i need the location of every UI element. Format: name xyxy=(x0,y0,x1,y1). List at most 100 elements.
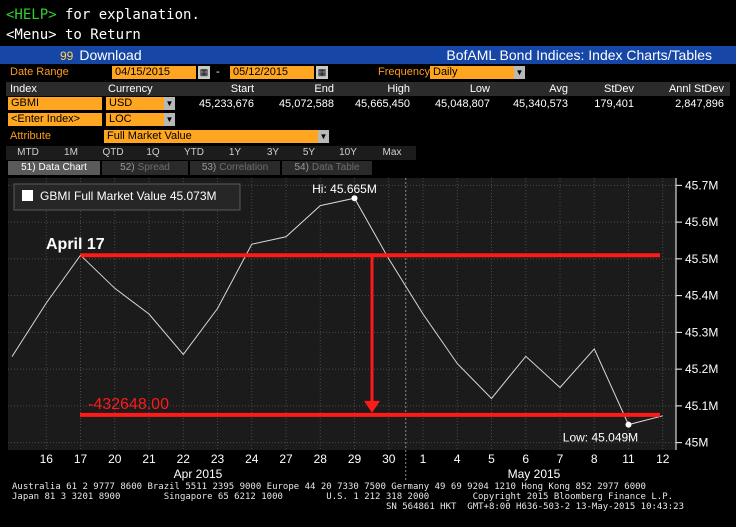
header-stdev: StDev xyxy=(604,83,634,95)
x-tick-label: 28 xyxy=(314,452,328,466)
x-tick-label: 4 xyxy=(454,452,461,466)
y-tick-label: 45.2M xyxy=(685,362,718,376)
header-annl-stdev: Annl StDev xyxy=(668,83,724,95)
frequency-dropdown-icon[interactable]: ▼ xyxy=(514,66,525,79)
month-label-may: May 2015 xyxy=(508,467,561,481)
y-tick-label: 45.3M xyxy=(685,325,718,339)
header-high: High xyxy=(387,83,410,95)
range-ytd[interactable]: YTD xyxy=(184,147,204,158)
y-tick-label: 45.5M xyxy=(685,252,718,266)
frequency-label: Frequency xyxy=(378,66,430,78)
download-button[interactable]: 99 Download xyxy=(60,46,142,64)
range-max[interactable]: Max xyxy=(382,147,402,158)
tab-number: 54) xyxy=(294,162,309,173)
cell-start: 45,233,676 xyxy=(198,98,254,110)
annotation-start-label: April 17 xyxy=(46,236,105,253)
range-10y[interactable]: 10Y xyxy=(339,147,357,158)
footer: Australia 61 2 9777 8600 Brazil 5511 239… xyxy=(0,482,736,512)
date-separator: - xyxy=(216,66,220,78)
tab-label: Spread xyxy=(137,162,170,173)
x-tick-label: 24 xyxy=(245,452,259,466)
frequency-select[interactable]: Daily xyxy=(430,66,514,79)
end-calendar-icon[interactable]: ▦ xyxy=(316,66,328,79)
footer-line-2: Japan 81 3 3201 8900 Singapore 65 6212 1… xyxy=(12,492,674,502)
attribute-label: Attribute xyxy=(10,130,51,142)
range-mtd[interactable]: MTD xyxy=(17,147,39,158)
title-bar xyxy=(0,46,736,64)
x-tick-label: 5 xyxy=(488,452,495,466)
tab-number: 51) xyxy=(21,162,36,173)
x-tick-label: 30 xyxy=(382,452,396,466)
x-tick-label: 8 xyxy=(591,452,598,466)
start-date-field[interactable]: 04/15/2015 xyxy=(112,66,196,79)
menu-return-line[interactable]: <Menu> to Return xyxy=(6,27,141,43)
y-axis-labels: 45M 45.1M 45.2M 45.3M 45.4M 45.5M 45.6M 45.7M xyxy=(685,178,718,449)
x-tick-label: 27 xyxy=(279,452,293,466)
end-date-field[interactable]: 05/12/2015 xyxy=(230,66,314,79)
page-title: BofAML Bond Indices: Index Charts/Tables xyxy=(446,47,712,63)
range-1y[interactable]: 1Y xyxy=(228,147,242,158)
x-tick-label: 29 xyxy=(348,452,362,466)
range-bar xyxy=(6,146,416,160)
footer-line-3: SN 564861 HKT GMT+8:00 H636-503-2 13-May… xyxy=(386,502,685,512)
x-axis-labels: 16 17 20 21 22 23 24 27 28 29 30 1 4 5 6 7 8 11 12 Apr 2015… xyxy=(40,452,670,481)
currency-select[interactable]: USD xyxy=(106,97,164,110)
range-1m[interactable]: 1M xyxy=(64,147,78,158)
x-tick-label: 23 xyxy=(211,452,225,466)
index-field[interactable]: GBMI xyxy=(8,97,102,110)
header-start: Start xyxy=(230,83,254,95)
tab-data-chart[interactable]: 51) Data Chart xyxy=(8,161,100,175)
tab-label: Data Chart xyxy=(38,162,87,173)
currency-select-2[interactable]: LOC xyxy=(106,113,164,126)
stats-table-header xyxy=(6,82,730,96)
high-point-marker xyxy=(351,195,358,202)
currency-dropdown-icon-2[interactable]: ▼ xyxy=(164,113,175,126)
tab-data-table[interactable]: 54) Data Table xyxy=(282,161,372,175)
tab-spread[interactable]: 52) Spread xyxy=(102,161,188,175)
enter-index-field[interactable]: <Enter Index> xyxy=(8,113,102,126)
header-low: Low xyxy=(469,83,490,95)
series-line xyxy=(11,197,663,426)
high-label: Hi: 45.665M xyxy=(312,182,377,196)
low-label: Low: 45.049M xyxy=(563,431,638,445)
start-calendar-icon[interactable]: ▦ xyxy=(198,66,210,79)
tab-number: 52) xyxy=(120,162,135,173)
range-3y[interactable]: 3Y xyxy=(266,147,280,158)
attribute-dropdown-icon[interactable]: ▼ xyxy=(318,130,329,143)
attribute-select[interactable]: Full Market Value xyxy=(104,130,318,143)
x-tick-label: 22 xyxy=(177,452,191,466)
annotation-arrow-head xyxy=(364,400,380,413)
help-line: <HELP> for explanation. xyxy=(6,6,200,24)
footer-line-1: Australia 61 2 9777 8600 Brazil 5511 239… xyxy=(12,482,646,492)
range-qtd[interactable]: QTD xyxy=(102,147,124,158)
cell-end: 45,072,588 xyxy=(278,98,334,110)
download-number: 99 xyxy=(60,49,74,63)
x-tick-label: 12 xyxy=(656,452,670,466)
y-tick-label: 45.7M xyxy=(685,178,718,192)
annotation-diff-label: -432648.00 xyxy=(88,396,169,413)
help-key[interactable]: <HELP> xyxy=(6,7,57,23)
x-tick-label: 1 xyxy=(420,452,427,466)
series-markers: Hi: 45.665M Low: 45.049M xyxy=(312,182,638,444)
header-avg: Avg xyxy=(549,83,568,95)
tab-label: Data Table xyxy=(311,162,360,173)
x-tick-label: 21 xyxy=(142,452,156,466)
legend-box xyxy=(13,183,241,211)
grid-lines xyxy=(8,178,682,480)
header-currency: Currency xyxy=(108,83,153,95)
range-5y[interactable]: 5Y xyxy=(302,147,316,158)
y-tick-label: 45.1M xyxy=(685,399,718,413)
range-1q[interactable]: 1Q xyxy=(146,147,160,158)
currency-dropdown-icon[interactable]: ▼ xyxy=(164,97,175,110)
date-range-label: Date Range xyxy=(10,66,69,78)
tab-correlation[interactable]: 53) Correlation xyxy=(190,161,280,175)
cell-low: 45,048,807 xyxy=(434,98,490,110)
x-tick-label: 6 xyxy=(522,452,529,466)
help-text: for explanation. xyxy=(56,7,200,23)
cell-annl-stdev: 2,847,896 xyxy=(675,98,724,110)
y-tick-label: 45M xyxy=(685,436,708,450)
header-end: End xyxy=(314,83,334,95)
plot-background xyxy=(8,178,676,450)
cell-high: 45,665,450 xyxy=(354,98,410,110)
line-chart: 16 17 20 21 22 23 24 27 28 29 30 1 4 5 6 7 8 11 12 Apr 2015… xyxy=(8,178,718,481)
